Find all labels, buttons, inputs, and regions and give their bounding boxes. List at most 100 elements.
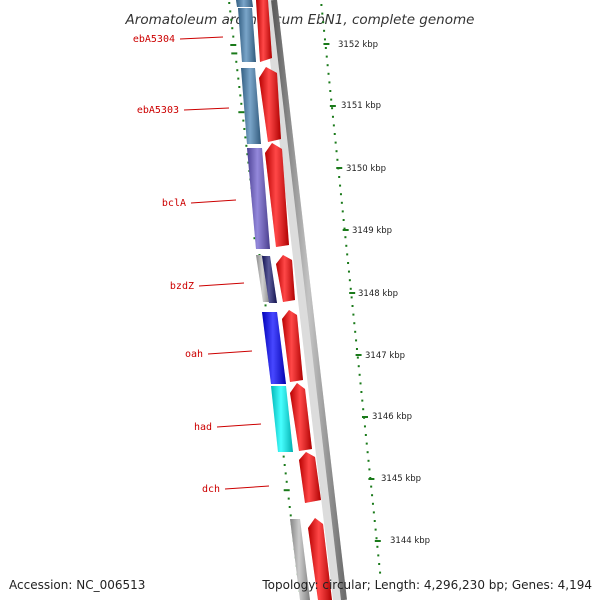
kbp-label: 3145 kbp	[381, 474, 421, 484]
minor-tick	[357, 365, 360, 368]
minor-tick	[333, 133, 336, 135]
minor-tick	[368, 468, 371, 471]
genome-backbone	[271, 0, 347, 600]
minor-tick	[378, 563, 381, 565]
minor-tick	[348, 279, 351, 282]
minor-tick	[321, 12, 324, 15]
minor-tick	[353, 322, 356, 325]
major-tick	[361, 416, 368, 418]
kbp-scale-labels: 3152 kbp 3151 kbp 3150 kbp 3149 kbp 3148…	[338, 40, 430, 546]
minor-tick	[371, 502, 374, 505]
gene-labels: ebA5304 ebA5303 bclA bzdZ oah had dch	[133, 34, 270, 495]
minor-tick	[341, 210, 344, 213]
minor-tick	[340, 201, 343, 204]
gene-label-had[interactable]: had	[194, 422, 212, 433]
leader-line-had	[216, 423, 262, 428]
minor-tick	[231, 27, 234, 30]
minor-tick	[364, 434, 367, 436]
minor-tick	[366, 451, 369, 454]
minor-tick	[356, 356, 359, 359]
minor-tick	[245, 144, 248, 147]
major-tick	[238, 111, 245, 114]
minor-tick	[350, 296, 353, 299]
gene-label-oah[interactable]: oah	[185, 349, 203, 360]
topology-text: Topology: circular; Length: 4,296,230 bp…	[262, 578, 592, 592]
major-tick	[283, 489, 290, 492]
major-tick	[329, 105, 336, 107]
minor-tick	[284, 472, 287, 475]
minor-tick	[358, 373, 361, 376]
minor-tick	[323, 29, 326, 32]
minor-tick	[330, 98, 333, 101]
major-tick	[368, 478, 375, 480]
gene-label-dch[interactable]: dch	[202, 484, 220, 495]
major-tick	[349, 292, 356, 294]
minor-tick	[354, 330, 357, 333]
minor-tick	[228, 2, 231, 4]
minor-tick	[339, 193, 342, 196]
minor-tick	[373, 520, 376, 522]
minor-tick	[326, 64, 329, 67]
minor-tick	[360, 391, 363, 393]
minor-tick	[236, 69, 239, 72]
gene-label-ebA5304[interactable]: ebA5304	[133, 34, 175, 45]
major-tick	[374, 540, 381, 542]
minor-tick	[327, 72, 330, 75]
minor-tick	[323, 38, 326, 41]
major-tick	[230, 44, 237, 46]
minor-tick	[264, 304, 267, 307]
minor-tick	[363, 425, 366, 428]
minor-tick	[328, 81, 331, 84]
minor-tick	[367, 459, 370, 462]
minor-tick	[372, 511, 375, 514]
kbp-label: 3149 kbp	[352, 226, 392, 236]
minor-tick	[338, 176, 341, 178]
minor-tick	[331, 107, 334, 110]
map-title: Aromatoleum aromaticum EbN1, complete ge…	[125, 12, 475, 28]
major-tick	[336, 167, 343, 169]
minor-tick	[374, 528, 377, 531]
minor-tick	[342, 219, 345, 221]
leader-line-ebA5304	[179, 36, 224, 40]
gene-label-bzdZ[interactable]: bzdZ	[170, 281, 194, 292]
gene-blocks	[238, 8, 293, 452]
minor-tick	[343, 227, 346, 230]
minor-tick	[285, 480, 288, 483]
minor-tick	[288, 506, 291, 508]
minor-tick	[370, 485, 373, 488]
gene-label-bclA[interactable]: bclA	[162, 198, 186, 209]
minor-tick	[238, 86, 241, 88]
kbp-label: 3147 kbp	[365, 351, 405, 361]
minor-tick	[351, 305, 354, 307]
kbp-label: 3146 kbp	[372, 412, 412, 422]
minor-tick	[230, 18, 233, 21]
minor-tick	[243, 128, 246, 130]
minor-tick	[347, 270, 350, 273]
minor-tick	[375, 537, 378, 540]
forward-strand-genes	[256, 0, 332, 600]
minor-tick	[335, 150, 338, 153]
minor-tick	[320, 4, 323, 6]
minor-tick	[289, 514, 292, 517]
minor-tick	[237, 77, 240, 80]
kbp-label: 3150 kbp	[346, 164, 386, 174]
minor-tick	[365, 442, 368, 445]
minor-tick	[355, 348, 358, 350]
leader-line-bzdZ	[198, 282, 245, 287]
minor-tick	[334, 141, 337, 144]
minor-tick	[346, 253, 349, 256]
minor-tick	[355, 339, 358, 342]
major-tick	[323, 43, 330, 45]
minor-tick	[242, 119, 245, 122]
minor-tick	[339, 184, 342, 187]
minor-tick	[344, 236, 347, 239]
minor-tick	[376, 545, 379, 548]
gene-label-ebA5303[interactable]: ebA5303	[137, 105, 179, 116]
minor-tick	[324, 47, 327, 49]
kbp-label: 3152 kbp	[338, 40, 378, 50]
accession-text: Accession: NC_006513	[9, 578, 146, 592]
minor-tick	[283, 464, 286, 466]
kbp-label: 3144 kbp	[390, 536, 430, 546]
minor-tick	[379, 571, 382, 574]
